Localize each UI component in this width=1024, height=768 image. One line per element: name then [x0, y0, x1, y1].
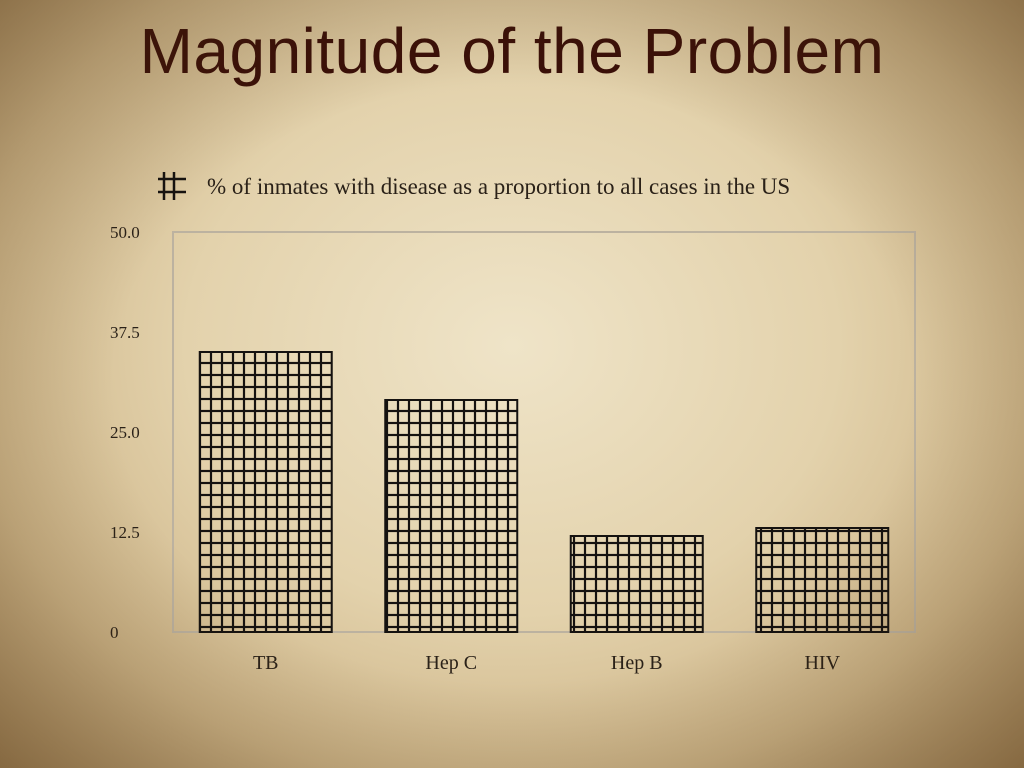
x-category-label: TB — [253, 652, 279, 674]
plot-area — [172, 231, 916, 633]
bar-hep-c — [384, 399, 519, 633]
slide-title: Magnitude of the Problem — [139, 15, 885, 87]
bar-hiv — [755, 527, 890, 633]
y-tick-label: 50.0 — [110, 223, 140, 242]
legend-swatch-icon — [158, 172, 186, 200]
bar-tb — [198, 351, 333, 633]
x-category-label: Hep B — [611, 652, 663, 674]
y-tick-label: 12.5 — [110, 523, 140, 542]
y-tick-label: 37.5 — [110, 323, 140, 342]
y-tick-label: 0 — [110, 623, 119, 642]
bar-hep-b — [569, 535, 704, 633]
x-category-label: HIV — [804, 652, 840, 674]
y-tick-label: 25.0 — [110, 423, 140, 442]
legend: % of inmates with disease as a proportio… — [158, 172, 790, 200]
x-category-label: Hep C — [425, 652, 477, 674]
legend-label: % of inmates with disease as a proportio… — [207, 174, 790, 199]
